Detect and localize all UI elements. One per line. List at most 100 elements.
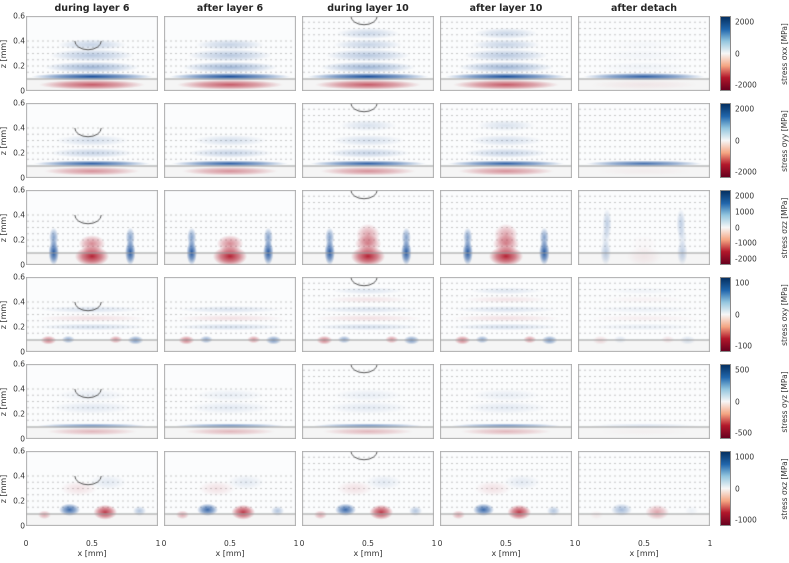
x-tick-label: 0.5: [362, 539, 374, 548]
y-tick-label: 0.4: [13, 471, 25, 481]
y-tick-label: 0.6: [13, 272, 25, 282]
y-axis: z [mm] 0 0.2 0.4 0.6: [0, 360, 26, 444]
x-axis-col-1: 0 0.5 1 x [mm]: [23, 538, 161, 560]
x-tick-label: 0.5: [224, 539, 236, 548]
y-axis: z [mm] 0 0.2 0.4 0.6: [0, 99, 26, 183]
heatmap-panel-r3-c1: [26, 190, 158, 265]
x-tick-label: 1: [293, 539, 299, 548]
heatmap-canvas: [164, 451, 296, 526]
heatmap-canvas: [578, 451, 710, 526]
y-tick-label: 0: [20, 260, 25, 270]
heatmap-panel-r6-c4: [440, 451, 572, 526]
x-tick-label: 0.5: [86, 539, 98, 548]
heatmap-canvas: [26, 451, 158, 526]
y-tick-label: 0.2: [13, 235, 25, 245]
y-axis-label: z [mm]: [0, 126, 8, 155]
y-tick-label: 0.6: [13, 185, 25, 195]
heatmap-canvas: [578, 190, 710, 265]
heatmap-panel-r4-c4: [440, 277, 572, 352]
colorbar: 2000 0 -2000 stress σxx [MPa]: [716, 16, 789, 91]
x-tick-label: 0.5: [500, 539, 512, 548]
heatmap-panel-r5-c5: [578, 364, 710, 439]
y-tick-label: 0.4: [13, 210, 25, 220]
y-axis: z [mm] 0 0.2 0.4 0.6: [0, 12, 26, 96]
heatmap-canvas: [578, 16, 710, 91]
y-tick-label: 0.2: [13, 61, 25, 71]
y-tick-label: 0: [20, 86, 25, 96]
col-title-5: after detach: [610, 3, 678, 14]
heatmap-panel-r3-c2: [164, 190, 296, 265]
colorbar-tick-label: -2000: [735, 254, 757, 264]
y-axis-label: z [mm]: [0, 39, 8, 68]
heatmap-canvas: [578, 103, 710, 178]
y-tick-label: 0: [20, 347, 25, 357]
x-tick-label: 1: [431, 539, 437, 548]
col-title-2: after layer 6: [196, 3, 264, 14]
heatmap-panel-r5-c2: [164, 364, 296, 439]
heatmap-panel-r3-c4: [440, 190, 572, 265]
figure-row-1: z [mm] 0 0.2 0.4 0.6 2000 0 -2000 stress σxx [MP…: [0, 12, 789, 103]
colorbar-gradient: [720, 277, 731, 352]
heatmap-panel-r1-c1: [26, 16, 158, 91]
colorbar-tick-label: 500: [735, 365, 750, 375]
heatmap-canvas: [164, 277, 296, 352]
x-axis-label: x [mm]: [629, 549, 659, 558]
heatmap-panel-r1-c2: [164, 16, 296, 91]
col-title-1: during layer 6: [54, 3, 130, 14]
colorbar-tick-label: -500: [735, 428, 753, 438]
heatmap-canvas: [164, 190, 296, 265]
y-tick-label: 0.2: [13, 496, 25, 506]
heatmap-panel-r6-c3: [302, 451, 434, 526]
x-axis-label: x [mm]: [353, 549, 383, 558]
figure-row-5: z [mm] 0 0.2 0.4 0.6 500 0 -500 stress σyz [MPa]: [0, 360, 789, 451]
y-axis-label: z [mm]: [0, 300, 8, 329]
colorbar-tick-label: 0: [735, 49, 740, 58]
colorbar-tick-label: -2000: [735, 167, 757, 177]
heatmap-canvas: [302, 16, 434, 91]
figure-row-6: z [mm] 0 0.2 0.4 0.6 1000 0 -1000 stress σxz [MP…: [0, 447, 789, 538]
colorbar-tick-label: 0: [735, 223, 740, 232]
y-tick-label: 0.4: [13, 384, 25, 394]
colorbar-gradient: [720, 103, 731, 178]
colorbar: 2000 1000 0 -1000 -2000 stress σzz [MPa]: [716, 190, 789, 265]
colorbar-tick-label: 0: [735, 484, 740, 493]
x-tick-label: 0: [23, 539, 29, 548]
heatmap-canvas: [578, 364, 710, 439]
heatmap-panel-r4-c3: [302, 277, 434, 352]
colorbar-tick-label: -2000: [735, 80, 757, 90]
heatmap-canvas: [440, 277, 572, 352]
heatmap-canvas: [164, 16, 296, 91]
x-axis-label: x [mm]: [215, 549, 245, 558]
column-titles-row: during layer 6 after layer 6 during layer …: [26, 3, 789, 16]
heatmap-panel-r2-c5: [578, 103, 710, 178]
x-axis-col-3: 0 0.5 1 x [mm]: [300, 538, 437, 560]
colorbar-tick-label: 0: [735, 136, 740, 145]
colorbar-tick-label: -1000: [735, 238, 757, 248]
heatmap-canvas: [440, 190, 572, 265]
y-axis: z [mm] 0 0.2 0.4 0.6: [0, 447, 26, 531]
heatmap-panel-r5-c3: [302, 364, 434, 439]
heatmap-canvas: [26, 190, 158, 265]
heatmap-canvas: [440, 103, 572, 178]
heatmap-panel-r4-c2: [164, 277, 296, 352]
y-tick-label: 0.4: [13, 123, 25, 133]
heatmap-canvas: [26, 103, 158, 178]
colorbar-tick-label: 2000: [735, 104, 755, 114]
colorbar-tick-label: 1000: [735, 207, 755, 217]
colorbar: 500 0 -500 stress σyz [MPa]: [716, 364, 789, 439]
y-tick-label: 0.2: [13, 409, 25, 419]
colorbar: 100 0 -100 stress σxy [MPa]: [716, 277, 789, 352]
heatmap-canvas: [26, 277, 158, 352]
colorbar-label: stress σxz [MPa]: [780, 457, 789, 520]
heatmap-panel-r6-c2: [164, 451, 296, 526]
heatmap-panel-r6-c5: [578, 451, 710, 526]
y-axis-label: z [mm]: [0, 213, 8, 242]
heatmap-panel-r1-c4: [440, 16, 572, 91]
heatmap-panel-r2-c3: [302, 103, 434, 178]
colorbar: 2000 0 -2000 stress σyy [MPa]: [716, 103, 789, 178]
x-tick-label: 1: [155, 539, 161, 548]
heatmap-panel-r1-c5: [578, 16, 710, 91]
heatmap-panel-r2-c4: [440, 103, 572, 178]
x-tick-label: 0: [161, 539, 167, 548]
